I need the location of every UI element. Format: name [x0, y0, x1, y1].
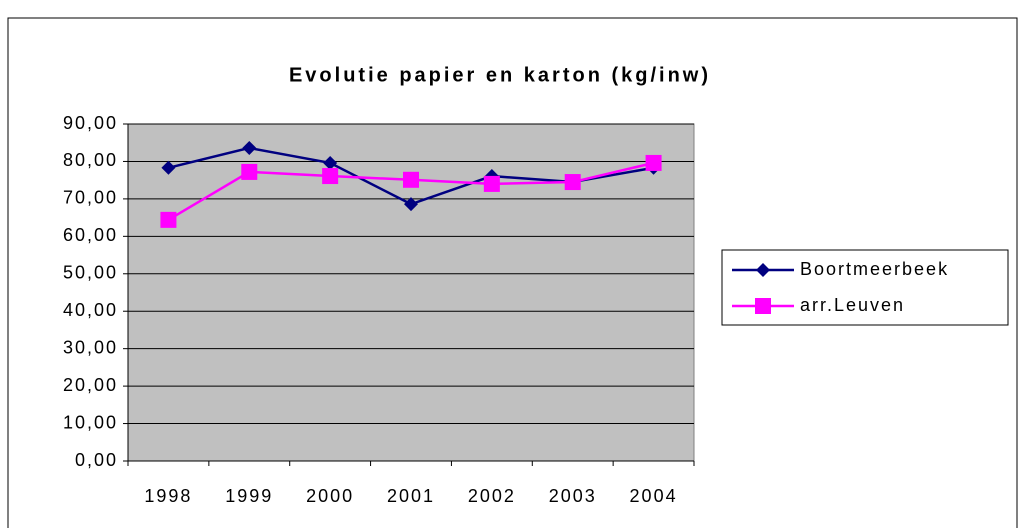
y-tick-label: 20,00	[63, 375, 118, 395]
x-tick-label: 2002	[468, 486, 516, 506]
marker	[161, 160, 176, 175]
marker	[756, 263, 770, 277]
marker	[160, 211, 177, 228]
legend-label: arr.Leuven	[800, 295, 905, 315]
chart-title: Evolutie papier en karton (kg/inw)	[289, 64, 711, 86]
y-tick-label: 0,00	[75, 450, 118, 470]
legend-label: Boortmeerbeek	[800, 259, 949, 279]
y-tick-label: 70,00	[63, 188, 118, 208]
x-tick-label: 2000	[306, 486, 354, 506]
marker	[404, 197, 418, 212]
y-tick-label: 80,00	[63, 150, 118, 170]
marker	[242, 140, 257, 155]
marker	[483, 175, 500, 192]
y-tick-label: 30,00	[63, 337, 118, 357]
y-tick-label: 10,00	[63, 412, 118, 432]
marker	[323, 155, 338, 170]
x-tick-label: 2004	[630, 486, 678, 506]
x-tick-label: 2003	[549, 486, 597, 506]
marker	[241, 163, 258, 180]
marker	[645, 154, 662, 171]
y-tick-label: 60,00	[63, 225, 118, 245]
y-tick-label: 90,00	[63, 113, 118, 133]
x-tick-label: 2001	[387, 486, 435, 506]
x-tick-label: 1999	[225, 486, 273, 506]
marker	[322, 168, 339, 185]
marker	[403, 171, 419, 188]
y-tick-label: 50,00	[63, 263, 118, 283]
marker	[564, 174, 581, 191]
y-tick-label: 40,00	[63, 300, 118, 320]
marker	[755, 298, 771, 314]
x-tick-label: 1998	[144, 486, 192, 506]
